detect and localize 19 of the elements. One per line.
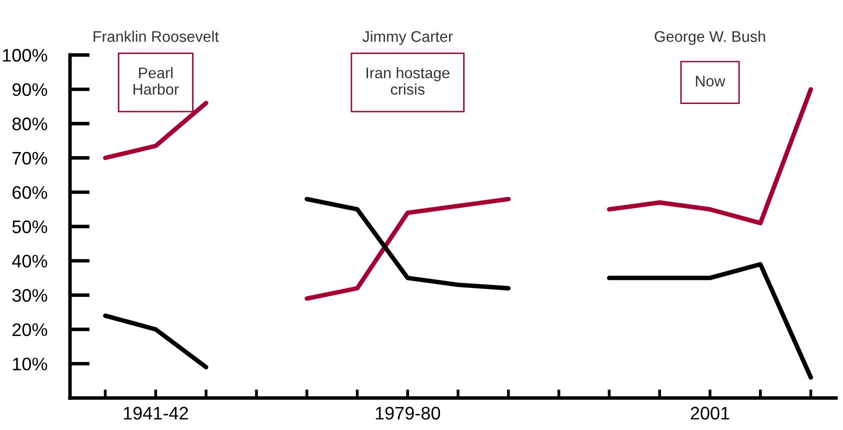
annotation: Iran hostage crisis xyxy=(366,67,450,95)
text: Franklin Roosevelt xyxy=(94,30,219,42)
text: George W. Bush xyxy=(654,30,766,45)
y-tick-label: 70% xyxy=(12,152,48,165)
y-tick-label: 10% xyxy=(13,358,48,370)
y-tick-label: 60% xyxy=(12,186,48,199)
x-tick-label: 1941-42 xyxy=(124,406,188,420)
x-tick-label: 2001 xyxy=(690,406,730,420)
y-tick-label: 80% xyxy=(12,118,48,130)
text: Jimmy Carter xyxy=(362,30,453,45)
y-tick-label: 40% xyxy=(12,254,48,268)
annotation: Pearl Harbor xyxy=(134,67,179,95)
y-tick-label: 30% xyxy=(12,289,48,302)
x-tick-label: 1979-80 xyxy=(376,406,440,420)
y-tick-label: 50% xyxy=(12,220,48,234)
annotation: Now xyxy=(696,76,726,87)
y-tick-label: 20% xyxy=(12,323,48,336)
y-tick-label: 90% xyxy=(12,83,48,96)
y-tick-label: 100% xyxy=(2,48,48,62)
